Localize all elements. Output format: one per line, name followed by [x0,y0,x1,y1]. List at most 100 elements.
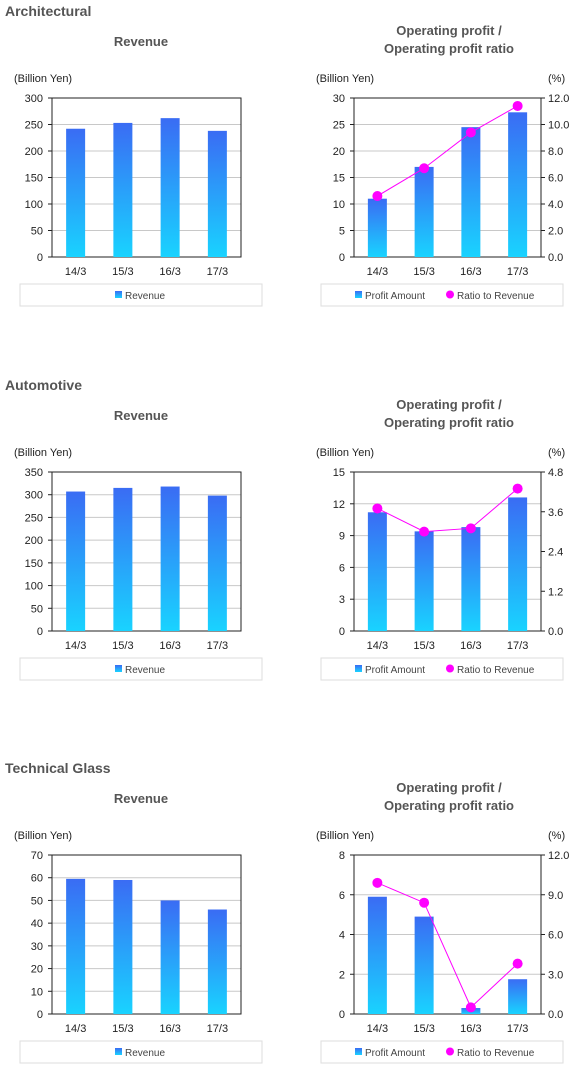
legend-swatch-bar [355,1048,362,1055]
x-axis-tick-label: 16/3 [159,1023,180,1035]
plot-frame [353,471,542,632]
chart-title-line-2: Operating profit ratio [384,798,514,813]
y-axis-tick-label: 200 [25,146,43,158]
revenue-chart: Revenue (Billion Yen) 0 50 100 150 200 250 300 14… [14,34,263,307]
left-axis-tick-label: 6 [339,890,345,902]
profit-legend: Profit Amount Ratio to Revenue [320,657,564,681]
x-axis-tick-label: 15/3 [112,266,133,278]
right-axis-tick-label: 10.0 [548,120,569,132]
right-axis-unit-label: (%) [548,447,565,459]
profit-legend: Profit Amount Ratio to Revenue [320,1040,564,1064]
x-axis-tick-label: 17/3 [207,266,228,278]
x-axis-tick-label: 14/3 [65,640,86,652]
profit-bar [461,527,481,631]
ratio-point [512,483,523,494]
y-axis-tick-label: 60 [31,873,43,885]
plot-frame [353,854,542,1015]
left-axis-unit-label: (Billion Yen) [316,830,374,842]
legend-label: Revenue [125,291,165,302]
left-axis-tick-label: 30 [333,93,345,105]
right-axis-tick-label: 0.0 [548,626,563,638]
right-axis-tick-label: 0.0 [548,1009,563,1021]
profit-bar [508,979,528,1014]
ratio-point [372,877,383,888]
y-axis-tick-label: 0 [37,1009,43,1021]
left-axis-tick-label: 9 [339,531,345,543]
profit-bar [508,112,528,257]
y-axis-tick-label: 350 [25,467,43,479]
y-axis-unit-label: (Billion Yen) [14,830,72,842]
y-axis-tick-label: 40 [31,918,43,930]
legend-frame [320,1040,564,1064]
left-axis-tick-label: 20 [333,146,345,158]
revenue-bar [160,486,180,631]
x-axis-tick-label: 15/3 [413,640,434,652]
profit-bar [367,198,387,257]
x-axis-tick-label: 15/3 [112,640,133,652]
profit-bar [367,896,387,1014]
segment-heading: Technical Glass [5,760,111,776]
ratio-point [465,523,476,534]
profit-chart: Operating profit / Operating profit ratio… [316,780,569,1064]
y-axis-tick-label: 30 [31,941,43,953]
profit-bar [367,512,387,631]
left-axis-unit-label: (Billion Yen) [316,447,374,459]
left-axis-tick-label: 25 [333,120,345,132]
legend-swatch-bar [115,291,122,298]
y-axis-tick-label: 20 [31,964,43,976]
x-axis-tick-label: 15/3 [413,266,434,278]
left-axis-tick-label: 3 [339,594,345,606]
left-axis-tick-label: 2 [339,969,345,981]
legend-label-profit: Profit Amount [365,1048,425,1059]
x-axis-tick-label: 17/3 [207,640,228,652]
legend-swatch-bar [115,665,122,672]
revenue-bar [160,118,180,257]
y-axis-tick-label: 50 [31,226,43,238]
segment-heading: Automotive [5,377,82,393]
profit-chart: Operating profit / Operating profit ratio… [316,397,565,681]
legend-frame [19,283,263,307]
right-axis-unit-label: (%) [548,73,565,85]
left-axis-tick-label: 15 [333,467,345,479]
legend-label: Revenue [125,665,165,676]
ratio-line [377,488,518,533]
legend-frame [320,283,564,307]
revenue-legend: Revenue [19,283,263,307]
legend-swatch-bar [355,291,362,298]
chart-title: Revenue [114,408,168,423]
right-axis-tick-label: 0.0 [548,252,563,264]
ratio-point [465,127,476,138]
right-axis-tick-label: 9.0 [548,890,563,902]
y-axis-unit-label: (Billion Yen) [14,447,72,459]
legend-frame [19,657,263,681]
left-axis-tick-label: 12 [333,499,345,511]
profit-bar [414,531,434,631]
chart-title-line-2: Operating profit ratio [384,41,514,56]
right-axis-tick-label: 8.0 [548,146,563,158]
x-axis-tick-label: 17/3 [507,640,528,652]
left-axis-tick-label: 0 [339,252,345,264]
plot-frame [51,471,242,632]
legend-label: Revenue [125,1048,165,1059]
x-axis-tick-label: 15/3 [413,1023,434,1035]
y-axis-tick-label: 70 [31,850,43,862]
y-axis-tick-label: 0 [37,626,43,638]
profit-bar [461,127,481,258]
revenue-bar [207,130,227,257]
left-axis-tick-label: 4 [339,930,345,942]
revenue-legend: Revenue [19,657,263,681]
chart-title-line-1: Operating profit / [396,780,502,795]
legend-swatch-bar [115,1048,122,1055]
revenue-bar [66,128,86,257]
x-axis-tick-label: 14/3 [367,1023,388,1035]
x-axis-tick-label: 17/3 [507,1023,528,1035]
y-axis-tick-label: 50 [31,603,43,615]
x-axis-tick-label: 14/3 [367,266,388,278]
x-axis-tick-label: 14/3 [367,640,388,652]
plot-frame [51,854,242,1015]
chart-title: Revenue [114,791,168,806]
